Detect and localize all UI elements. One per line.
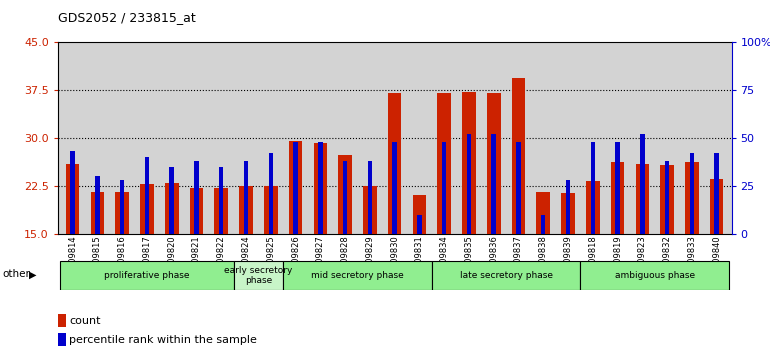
Bar xyxy=(690,153,694,234)
Bar xyxy=(491,134,496,234)
Bar xyxy=(581,261,729,290)
Bar xyxy=(367,161,372,234)
Bar xyxy=(715,153,719,234)
Text: percentile rank within the sample: percentile rank within the sample xyxy=(69,335,257,345)
Bar xyxy=(462,92,476,234)
Bar xyxy=(566,180,571,234)
Bar xyxy=(661,165,674,234)
Text: GDS2052 / 233815_at: GDS2052 / 233815_at xyxy=(58,11,196,24)
Bar xyxy=(244,161,248,234)
Bar xyxy=(140,184,154,234)
Bar xyxy=(194,161,199,234)
Bar xyxy=(685,162,698,234)
Bar xyxy=(541,215,545,234)
Bar xyxy=(95,176,99,234)
Text: ambiguous phase: ambiguous phase xyxy=(614,271,695,280)
Bar xyxy=(165,183,179,234)
Bar xyxy=(65,164,79,234)
Bar xyxy=(665,161,669,234)
Bar xyxy=(586,181,600,234)
Bar xyxy=(313,143,327,234)
Bar xyxy=(283,261,432,290)
Bar xyxy=(511,78,525,234)
Bar xyxy=(58,333,66,346)
Text: other: other xyxy=(2,269,30,279)
Bar xyxy=(70,152,75,234)
Bar xyxy=(343,161,347,234)
Bar xyxy=(116,192,129,234)
Bar xyxy=(432,261,581,290)
Bar xyxy=(293,142,298,234)
Bar xyxy=(120,180,125,234)
Bar xyxy=(591,142,595,234)
Bar xyxy=(516,142,521,234)
Bar xyxy=(60,261,233,290)
Bar xyxy=(442,142,447,234)
Bar xyxy=(363,186,377,234)
Bar xyxy=(318,142,323,234)
Text: proliferative phase: proliferative phase xyxy=(104,271,189,280)
Bar xyxy=(233,261,283,290)
Bar xyxy=(615,142,620,234)
Bar xyxy=(393,142,397,234)
Bar xyxy=(437,93,451,234)
Bar xyxy=(537,192,550,234)
Text: count: count xyxy=(69,316,101,326)
Bar xyxy=(219,167,223,234)
Bar xyxy=(388,93,401,234)
Bar xyxy=(91,192,104,234)
Bar xyxy=(635,164,649,234)
Bar xyxy=(58,314,66,327)
Bar xyxy=(264,186,278,234)
Bar xyxy=(189,188,203,234)
Bar xyxy=(640,134,644,234)
Bar xyxy=(413,195,427,234)
Bar xyxy=(338,155,352,234)
Text: mid secretory phase: mid secretory phase xyxy=(311,271,403,280)
Bar xyxy=(710,179,724,234)
Bar xyxy=(145,157,149,234)
Bar xyxy=(214,188,228,234)
Bar xyxy=(467,134,471,234)
Bar xyxy=(239,186,253,234)
Bar xyxy=(169,167,174,234)
Bar xyxy=(561,194,575,234)
Text: early secretory
phase: early secretory phase xyxy=(224,266,293,285)
Bar xyxy=(269,153,273,234)
Bar xyxy=(289,141,303,234)
Text: ▶: ▶ xyxy=(29,269,37,279)
Text: late secretory phase: late secretory phase xyxy=(460,271,553,280)
Bar xyxy=(417,215,422,234)
Bar xyxy=(611,162,624,234)
Bar xyxy=(487,93,500,234)
